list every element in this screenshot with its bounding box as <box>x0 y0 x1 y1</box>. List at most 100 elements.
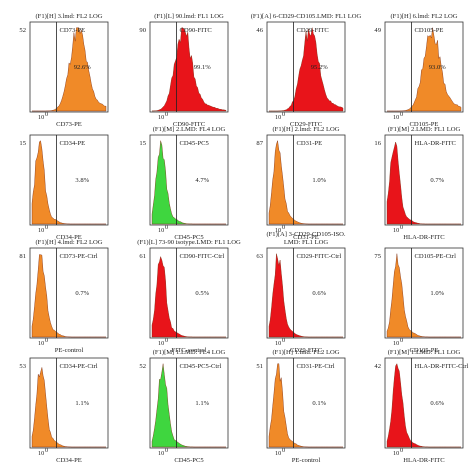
plot-frame <box>29 357 109 449</box>
panel-title: (F1)[A] 3-CD29-CD105-ISO. <box>266 231 345 238</box>
y-max-label: 51 <box>256 363 263 370</box>
histogram-fill <box>269 27 344 112</box>
percent-positive: 0.7% <box>430 177 444 184</box>
y-max-label: 46 <box>256 27 263 34</box>
marker-label: CD29-FITC-Ctrl <box>297 253 342 260</box>
histogram-panel: 75 CD105-PE-Ctrl 1.0% 10 0 CD105-PE <box>374 247 464 354</box>
panel-title: (F1)[H] 2.lmd: FL2 LOG <box>272 126 339 133</box>
x-tick-exponent: 0 <box>45 111 48 118</box>
x-axis-label: CD45-PC5 <box>174 234 204 241</box>
x-tick-exponent: 0 <box>165 337 168 344</box>
panel-title: LMD: FL1 LOG <box>284 239 329 246</box>
percent-positive: 1.0% <box>430 290 444 297</box>
x-axis-label: CD31-PE <box>293 234 319 241</box>
marker-label: CD90-FITC-Ctrl <box>180 253 225 260</box>
x-tick-exponent: 0 <box>400 447 403 454</box>
x-axis-label: CD29-FITC <box>290 121 323 128</box>
x-axis-label: HLA-DR-FITC <box>403 457 445 464</box>
x-axis-label: CD34-PE <box>56 457 82 464</box>
x-tick-label: 10 <box>275 450 281 457</box>
plot-frame <box>149 247 229 339</box>
histogram-fill <box>386 253 461 338</box>
marker-label: CD73-PE-Ctrl <box>60 253 98 260</box>
x-axis-label: PE-control <box>292 457 321 464</box>
x-tick-exponent: 0 <box>282 111 285 118</box>
histogram-panel: (F1)[L] 73-90 isotype.LMD: FL1 LOG 61 CD90… <box>137 239 241 354</box>
percent-positive: 0.7% <box>75 290 89 297</box>
histogram-fill <box>31 254 106 338</box>
x-tick-label: 10 <box>38 227 44 234</box>
marker-label: CD34-PE-Ctrl <box>60 363 98 370</box>
x-tick-label: 10 <box>38 340 44 347</box>
plot-frame <box>29 247 109 339</box>
y-max-label: 61 <box>139 253 146 260</box>
histogram-fill <box>151 255 226 338</box>
marker-label: CD105-PE <box>415 27 444 34</box>
x-axis-label: HLA-DR-FITC <box>403 234 445 241</box>
percent-positive: 95.2% <box>311 64 329 71</box>
x-axis-label: CD105-PE <box>410 121 439 128</box>
histogram-panel: (F1)[M] 1.LMD: FL1 LOG 42 HLA-DR-FITC-Ctrl… <box>374 349 468 464</box>
plot-frame <box>384 134 464 226</box>
plot-frame <box>149 357 229 449</box>
panel-title: (F1)[M] 2.LMD: FL4 LOG <box>153 126 226 133</box>
x-tick-exponent: 0 <box>165 111 168 118</box>
panel-title: (F1)[L] 73-90 isotype.LMD: FL1 LOG <box>137 239 241 246</box>
y-max-label: 52 <box>19 27 26 34</box>
plot-frame <box>266 21 346 113</box>
histogram-fill <box>386 363 461 448</box>
histogram-fill <box>151 27 227 112</box>
panel-title: (F1)[H] 4.lmd: FL2 LOG <box>35 239 102 246</box>
x-tick-label: 10 <box>393 340 399 347</box>
x-axis-label: CD90-FITC <box>173 121 206 128</box>
x-axis-label: CD105-PE <box>410 347 439 354</box>
percent-positive: 99.1% <box>194 64 212 71</box>
y-max-label: 49 <box>374 27 381 34</box>
panel-title: (F1)[M] 1.LMD: FL1 LOG <box>388 349 461 356</box>
panel-title: (F1)[A] 6-CD29-CD105.LMD: FL1 LOG <box>251 13 362 20</box>
plot-frame <box>384 357 464 449</box>
panel-title: (F1)[H] 1.lmd: FL2 LOG <box>272 349 339 356</box>
x-tick-exponent: 0 <box>282 224 285 231</box>
x-tick-label: 10 <box>158 114 164 121</box>
marker-label: CD90-FITC <box>180 27 213 34</box>
histogram-panel: (F1)[H] 4.lmd: FL2 LOG 81 CD73-PE-Ctrl 0.7%… <box>19 239 109 354</box>
histogram-panel: (F1)[H] 2.lmd: FL2 LOG 87 CD31-PE 1.0% 10 0 CD… <box>256 126 346 241</box>
x-axis-label: CD45-PC5 <box>174 457 204 464</box>
panel-title: (F1)[H] 3.lmd: FL2 LOG <box>35 13 102 20</box>
marker-label: HLA-DR-FITC-Ctrl <box>415 363 469 370</box>
x-axis-label: FITC-control <box>171 347 206 354</box>
marker-label: CD31-PE-Ctrl <box>297 363 335 370</box>
histogram-panel: (F1)[H] 1.lmd: FL2 LOG 51 CD31-PE-Ctrl 0.1%… <box>256 349 346 464</box>
y-max-label: 15 <box>139 140 146 147</box>
plot-frame <box>29 21 109 113</box>
x-tick-exponent: 0 <box>282 337 285 344</box>
plot-frame <box>266 134 346 226</box>
x-axis-label: CD73-PE <box>56 121 82 128</box>
panel-title: (F1)[M] 2.LMD: FL1 LOG <box>388 126 461 133</box>
x-tick-label: 10 <box>275 340 281 347</box>
x-tick-label: 10 <box>158 340 164 347</box>
y-max-label: 52 <box>139 363 146 370</box>
x-axis-label: CD29-FITC <box>290 347 323 354</box>
plot-frame <box>266 357 346 449</box>
x-tick-label: 10 <box>393 450 399 457</box>
marker-label: HLA-DR-FITC <box>415 140 457 147</box>
plot-frame <box>149 21 229 113</box>
percent-positive: 1.0% <box>312 177 326 184</box>
x-tick-exponent: 0 <box>45 337 48 344</box>
percent-positive: 0.6% <box>312 290 326 297</box>
histogram-panel: (F1)[M] 1.LMD: FL4 LOG 52 CD45-PC5-Ctrl 1.1… <box>139 349 229 464</box>
histogram-fill <box>151 363 226 448</box>
histogram-fill <box>268 253 343 338</box>
histogram-fill <box>32 27 107 112</box>
histogram-panel: 15 CD34-PE 3.8% 10 0 CD34-PE <box>19 134 109 241</box>
histogram-panel: (F1)[H] 6.lmd: FL2 LOG 49 CD105-PE 93.0% 10 0… <box>374 13 464 128</box>
histogram-fill <box>268 140 343 225</box>
y-max-label: 15 <box>19 140 26 147</box>
percent-positive: 3.8% <box>75 177 89 184</box>
marker-label: CD73-PE <box>60 27 86 34</box>
y-max-label: 87 <box>256 140 263 147</box>
panel-title: (F1)[L] 90.lmd: FL1 LOG <box>154 13 224 20</box>
x-tick-label: 10 <box>158 450 164 457</box>
